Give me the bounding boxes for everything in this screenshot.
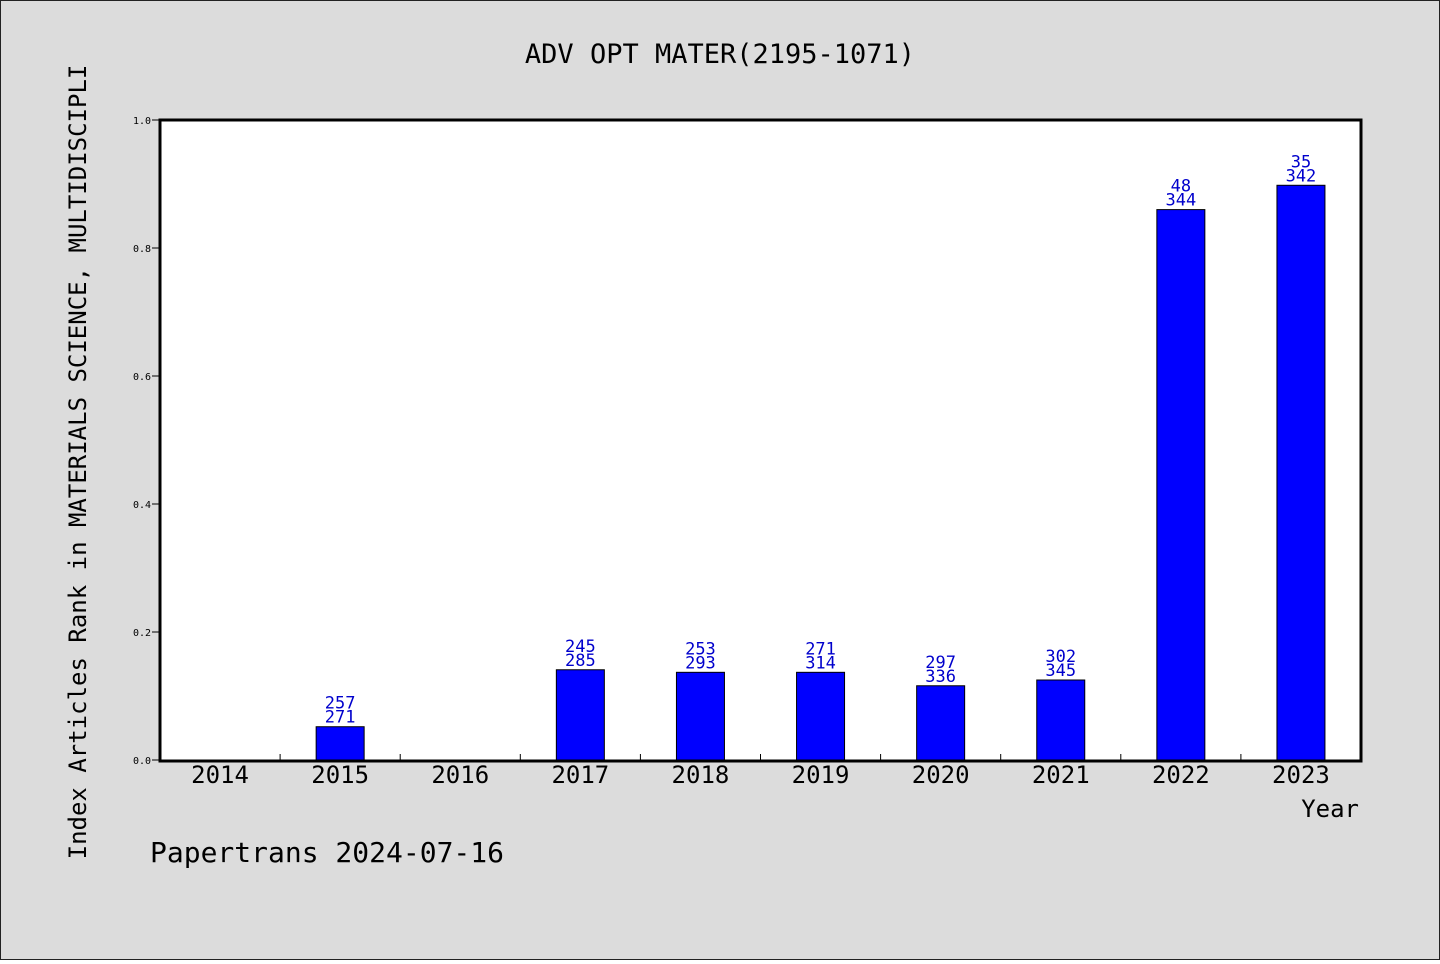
bar-label-lower: 344 [1165, 191, 1196, 211]
chart-title: ADV OPT MATER(2195-1071) [525, 39, 915, 70]
bar-2019 [796, 671, 846, 761]
x-tick-label: 2018 [672, 761, 730, 789]
bar-2017 [555, 669, 605, 761]
bar-2021 [1036, 679, 1086, 761]
x-axis: 2014 2015 2016 2017 2018 2019 2020 2021 2022 2023 [191, 754, 1330, 789]
bar-label-lower: 285 [565, 651, 596, 671]
bar-label-lower: 314 [805, 653, 836, 673]
x-tick-label: 2022 [1152, 761, 1210, 789]
bar-label-lower: 293 [685, 653, 716, 673]
x-tick-label: 2020 [912, 761, 970, 789]
x-tick-label: 2023 [1272, 761, 1330, 789]
bar-label-upper: 297 [925, 653, 956, 673]
y-tick-label: 0.0 [133, 756, 151, 767]
plot-frame [158, 118, 1363, 763]
x-tick-label: 2021 [1032, 761, 1090, 789]
y-tick-label: 0.6 [133, 372, 151, 383]
bar-2015 [315, 726, 365, 761]
bar-label-lower: 345 [1045, 661, 1076, 681]
x-tick-label: 2019 [792, 761, 850, 789]
bar-2022 [1156, 209, 1206, 761]
y-tick-label: 1.0 [133, 116, 151, 127]
bar-label-lower: 342 [1286, 166, 1317, 186]
x-tick-label: 2016 [431, 761, 489, 789]
bar-label-upper: 302 [1045, 647, 1076, 667]
bar-label-upper: 35 [1291, 152, 1311, 172]
bar-2020 [916, 685, 966, 761]
bar-label-upper: 245 [565, 637, 596, 657]
y-tick-label: 0.8 [133, 244, 151, 255]
x-axis-label: Year [1301, 795, 1359, 823]
bar-series [315, 184, 1326, 761]
bar-label-upper: 48 [1171, 177, 1191, 197]
footer-text: Papertrans 2024-07-16 [150, 836, 504, 869]
y-axis-label: Index Articles Rank in MATERIALS SCIENCE… [64, 65, 92, 860]
bar-label-upper: 253 [685, 639, 716, 659]
bar-label-upper: 271 [805, 639, 836, 659]
bar-label-lower: 336 [925, 667, 956, 687]
x-tick-label: 2017 [551, 761, 609, 789]
x-tick-label: 2015 [311, 761, 369, 789]
y-tick-label: 0.4 [133, 500, 151, 511]
bar-label-upper: 257 [325, 694, 356, 714]
bar-2018 [675, 671, 725, 761]
bar-2023 [1276, 184, 1326, 761]
x-tick-label: 2014 [191, 761, 249, 789]
y-tick-label: 0.2 [133, 628, 151, 639]
bar-label-lower: 271 [325, 708, 356, 728]
